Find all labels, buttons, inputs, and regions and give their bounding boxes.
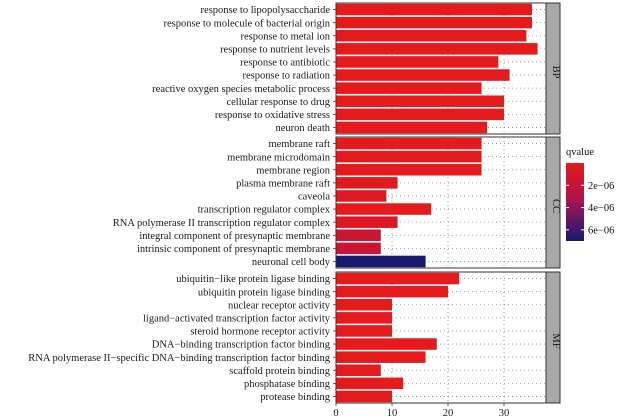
x-tick-label: 30 — [499, 408, 510, 419]
category-label: response to oxidative stress — [215, 110, 330, 121]
category-label: caveola — [298, 192, 330, 203]
bar-bp-1 — [336, 16, 532, 29]
bar-mf-4 — [336, 325, 392, 337]
category-label: nuclear receptor activity — [228, 300, 331, 311]
bar-bp-5 — [336, 69, 510, 81]
category-label: RNA polymerase II transcription regulato… — [113, 218, 331, 229]
facet-label: BP — [550, 66, 561, 79]
bar-bp-3 — [336, 43, 538, 55]
bar-bp-6 — [336, 82, 482, 94]
bar-cc-7 — [336, 229, 381, 242]
bar-mf-0 — [336, 272, 460, 285]
category-label: cellular response to drug — [226, 97, 330, 108]
facet-label: CC — [550, 199, 561, 213]
category-label: membrane microdomain — [227, 152, 331, 163]
category-label: response to metal ion — [240, 31, 330, 42]
category-label: response to radiation — [243, 71, 331, 82]
bar-bp-2 — [336, 29, 527, 42]
x-tick-label: 0 — [333, 408, 338, 419]
bar-cc-6 — [336, 216, 398, 228]
category-label: response to antibiotic — [240, 58, 330, 69]
facet-strip-bp — [545, 2, 561, 135]
panel-cc: membrane raft membrane microdomain membran… — [113, 136, 561, 269]
x-axis: 0 10 20 30 — [333, 403, 509, 419]
bar-cc-4 — [336, 190, 387, 202]
facet-strip-cc — [545, 136, 561, 269]
category-label: membrane raft — [268, 139, 330, 150]
legend-tick-label: 2e−06 — [588, 181, 614, 192]
legend-tick-label: 4e−06 — [588, 203, 614, 214]
bar-mf-3 — [336, 312, 392, 324]
bar-bp-9 — [336, 121, 488, 134]
category-label: neuronal cell body — [252, 257, 331, 268]
legend-tick-label: 6e−06 — [588, 225, 614, 236]
category-label: transcription regulator complex — [198, 205, 331, 216]
category-label: ubiquitin protein ligase binding — [198, 287, 331, 298]
category-label: steroid hormone receptor activity — [190, 327, 330, 338]
category-label: ligand−activated transcription factor ac… — [143, 313, 331, 324]
bar-cc-5 — [336, 203, 432, 215]
bar-bp-4 — [336, 56, 499, 68]
category-label: DNA−binding transcription factor binding — [152, 340, 331, 351]
x-tick-label: 20 — [443, 408, 454, 419]
legend-colorbar — [566, 163, 584, 241]
bar-cc-3 — [336, 177, 398, 189]
bar-bp-8 — [336, 108, 504, 121]
bar-mf-5 — [336, 338, 437, 350]
bar-mf-7 — [336, 364, 381, 377]
bar-mf-9 — [336, 390, 392, 403]
category-label: reactive oxygen species metabolic proces… — [152, 84, 330, 95]
bar-cc-2 — [336, 163, 482, 176]
legend-title: qvalue — [566, 147, 594, 158]
category-label: response to nutrient levels — [220, 44, 330, 55]
bar-mf-6 — [336, 351, 426, 363]
facet-strip-mf — [545, 271, 561, 404]
category-label: protease binding — [260, 392, 330, 403]
category-label: intrinsic component of presynaptic membr… — [137, 244, 330, 255]
bar-cc-0 — [336, 137, 482, 150]
facet-label: MF — [550, 333, 561, 348]
category-label: response to molecule of bacterial origin — [164, 18, 331, 29]
bar-cc-1 — [336, 150, 482, 163]
bar-bp-7 — [336, 95, 504, 108]
category-label: RNA polymerase II−specific DNA−binding t… — [28, 353, 330, 364]
category-label: neuron death — [275, 123, 330, 134]
panel-bp: response to lipopolysaccharide response t… — [152, 2, 561, 135]
category-label: plasma membrane raft — [236, 178, 330, 189]
x-tick-label: 10 — [387, 408, 398, 419]
bar-mf-2 — [336, 298, 392, 311]
category-label: integral component of presynaptic membra… — [139, 231, 330, 242]
qvalue-legend: qvalue 2e−06 4e−06 6e−06 — [566, 147, 614, 241]
bar-cc-8 — [336, 242, 381, 255]
category-label: ubiquitin−like protein ligase binding — [176, 274, 331, 285]
bar-mf-8 — [336, 377, 404, 390]
panel-mf: ubiquitin−like protein ligase binding ubi… — [28, 271, 561, 404]
bar-mf-1 — [336, 285, 448, 298]
bar-cc-9 — [336, 255, 426, 268]
category-label: response to lipopolysaccharide — [201, 5, 331, 16]
category-label: scaffold protein binding — [229, 366, 330, 377]
category-label: membrane region — [256, 165, 331, 176]
bar-bp-0 — [336, 3, 532, 16]
category-label: phosphatase binding — [244, 379, 331, 390]
